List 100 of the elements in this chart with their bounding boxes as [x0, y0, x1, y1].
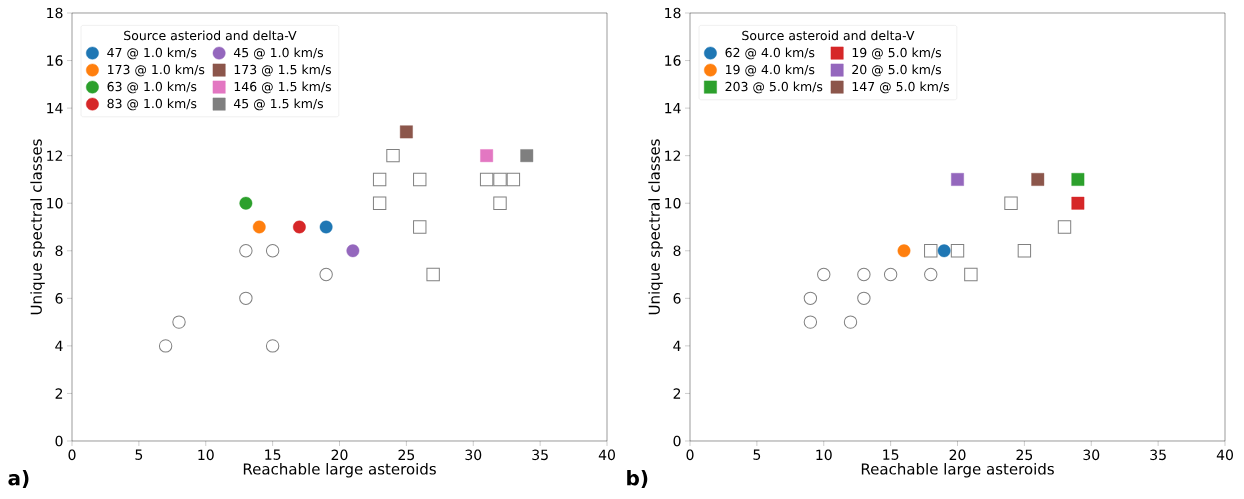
point: [158, 339, 173, 353]
y-tick-label: 12: [47, 150, 63, 161]
x-tick-label: 35: [1150, 449, 1166, 461]
legend-label: 19 @ 5.0 km/s: [852, 47, 942, 60]
x-tick-label: 25: [398, 449, 415, 461]
legend-label: 45 @ 1.5 km/s: [233, 98, 324, 111]
y-tick-label: 0: [673, 435, 681, 447]
y-tick-label: 14: [665, 103, 681, 114]
x-tick-label: 15: [265, 449, 281, 460]
legend-label: 173 @ 1.0 km/s: [108, 64, 205, 77]
point: [1004, 196, 1018, 210]
y-tick-label: 18: [665, 7, 681, 19]
y-tick-label: 10: [665, 197, 681, 209]
point: [372, 172, 387, 187]
point: [924, 244, 938, 258]
point: [803, 315, 818, 329]
x-tick-label: 15: [883, 449, 899, 460]
x-tick-label: 30: [1083, 449, 1100, 461]
x-axis-title: Reachable large asteroids: [861, 463, 1054, 478]
y-tick-label: 2: [673, 388, 681, 399]
x-tick-label: 10: [816, 449, 832, 461]
y-tick-label: 12: [665, 150, 681, 161]
text: a): [8, 470, 29, 488]
legend-title: Source asteroid and delta-V: [742, 30, 915, 41]
point: [426, 267, 440, 282]
y-tick-label: 2: [55, 388, 63, 399]
point: [803, 291, 818, 306]
point: [479, 172, 494, 187]
point: [1017, 244, 1032, 258]
y-axis-title: Unique spectral classes: [648, 139, 663, 315]
x-tick-label: 5: [753, 449, 761, 460]
legend-label: 47 @ 1.0 km/s: [107, 47, 197, 60]
x-tick-label: 40: [1216, 449, 1233, 461]
y-tick-label: 8: [673, 245, 681, 257]
x-tick-label: 5: [135, 449, 143, 460]
x-tick-label: 0: [686, 449, 694, 461]
point: [924, 267, 938, 282]
point: [817, 267, 831, 282]
point: [372, 196, 387, 210]
y-tick-label: 16: [47, 55, 63, 66]
x-tick-label: 20: [331, 449, 348, 461]
point: [951, 173, 964, 186]
point: [172, 315, 186, 329]
x-tick-label: 0: [68, 449, 76, 461]
x-tick-label: 30: [465, 449, 482, 461]
point: [239, 291, 253, 306]
y-tick-label: 6: [673, 293, 681, 304]
y-tick-label: 14: [47, 103, 63, 114]
point: [937, 244, 951, 258]
point: [506, 172, 521, 187]
point: [1057, 220, 1072, 234]
point: [857, 267, 871, 282]
point: [480, 149, 494, 163]
point: [292, 220, 306, 234]
point: [897, 244, 911, 258]
point: [252, 220, 266, 234]
y-tick-label: 0: [55, 435, 63, 447]
legend-title: Source asteriod and delta-V: [124, 30, 297, 41]
legend-label: 146 @ 1.5 km/s: [234, 81, 331, 94]
legend-label: 83 @ 1.0 km/s: [107, 98, 197, 111]
point: [239, 244, 253, 258]
x-axis-title: Reachable large asteroids: [243, 463, 436, 478]
point: [857, 291, 871, 306]
point: [413, 220, 427, 234]
point: [950, 244, 965, 258]
point: [319, 267, 333, 282]
y-tick-label: 8: [55, 245, 63, 257]
legend-label: 173 @ 1.5 km/s: [234, 64, 331, 77]
point: [843, 315, 858, 329]
legend-label: 62 @ 4.0 km/s: [725, 47, 815, 60]
y-tick-label: 4: [673, 340, 681, 351]
point: [520, 149, 534, 163]
x-tick-label: 25: [1016, 449, 1033, 461]
point: [1031, 173, 1045, 186]
point: [883, 267, 898, 282]
text: b): [627, 470, 648, 488]
point: [399, 125, 413, 139]
point: [386, 148, 400, 163]
y-tick-label: 18: [47, 7, 63, 19]
point: [413, 172, 427, 187]
point: [493, 196, 507, 210]
y-tick-label: 6: [55, 293, 63, 304]
legend-label: 203 @ 5.0 km/s: [725, 81, 823, 94]
x-tick-label: 40: [598, 449, 615, 461]
legend-label: 147 @ 5.0 km/s: [852, 81, 949, 94]
y-tick-label: 4: [55, 340, 63, 351]
point: [493, 172, 507, 187]
point: [1071, 173, 1085, 186]
x-tick-label: 35: [532, 449, 548, 461]
legend-label: 20 @ 5.0 km/s: [852, 64, 942, 77]
x-tick-label: 10: [198, 449, 214, 461]
legend-label: 45 @ 1.0 km/s: [233, 47, 324, 60]
point: [265, 339, 280, 353]
legend-label: 19 @ 4.0 km/s: [726, 64, 815, 77]
y-axis-title: Unique spectral classes: [30, 139, 45, 315]
point: [265, 244, 280, 258]
legend-label: 63 @ 1.0 km/s: [107, 81, 197, 94]
point: [239, 196, 253, 210]
y-tick-label: 10: [47, 197, 63, 209]
point: [1071, 196, 1085, 210]
